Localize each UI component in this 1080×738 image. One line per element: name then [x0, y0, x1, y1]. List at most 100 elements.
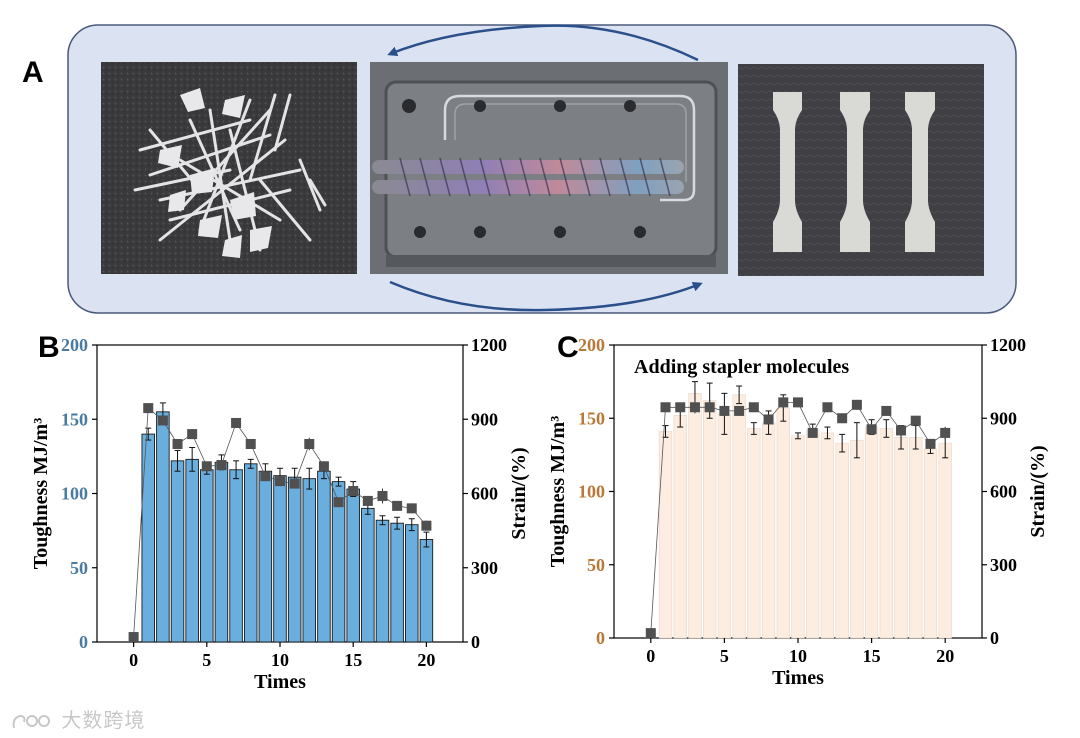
- y2-tick-label: 900: [471, 409, 498, 429]
- panel-b-letter: B: [38, 331, 60, 364]
- screw-flights: [399, 157, 671, 197]
- panel-a-letter: A: [22, 56, 44, 89]
- strain-point: [896, 425, 907, 436]
- strain-point: [392, 500, 403, 511]
- y2-tick-label: 1200: [990, 335, 1026, 355]
- y-tick-label: 200: [578, 335, 605, 355]
- x-tick-label: 10: [271, 650, 289, 670]
- dogbone-specimens-photo: [738, 64, 984, 276]
- panel-c: C 0 5 10 15 2005010015020003006009001200Time…: [547, 331, 1049, 689]
- bar: [761, 422, 776, 639]
- strain-point: [318, 461, 329, 472]
- strain-point: [675, 402, 686, 413]
- bolt-holes: [402, 99, 646, 238]
- chart-annotation: Adding stapler molecules: [634, 356, 849, 378]
- y-tick-label: 200: [61, 335, 88, 355]
- strain-point: [881, 405, 892, 416]
- recycle-arrow-bottom: [389, 280, 703, 312]
- strain-point: [231, 417, 242, 428]
- x-tick-label: 10: [789, 646, 807, 666]
- strain-point: [377, 490, 388, 501]
- twin-screw-extruder-photo: [370, 62, 728, 274]
- bar: [732, 394, 746, 639]
- bar: [302, 478, 317, 643]
- panel-c-letter: C: [557, 331, 579, 364]
- strain-point: [348, 486, 359, 497]
- bar: [938, 442, 952, 639]
- bar: [909, 436, 923, 639]
- bar: [894, 436, 908, 639]
- bar: [673, 415, 687, 639]
- bar: [258, 470, 273, 643]
- strain-point: [807, 427, 818, 438]
- strain-point: [910, 415, 921, 426]
- x-axis-label: Times: [254, 671, 306, 693]
- bar: [200, 469, 214, 643]
- strain-point: [187, 429, 198, 440]
- plastic-flakes: [158, 88, 272, 258]
- strain-point: [689, 402, 700, 413]
- watermark: 大数跨境: [10, 704, 145, 733]
- panel-a: A: [22, 24, 1017, 314]
- bar: [390, 522, 404, 643]
- y-tick-label: 0: [79, 632, 88, 652]
- strain-point: [748, 402, 759, 413]
- shredded-plastic-photo: [101, 62, 357, 274]
- bar: [864, 426, 879, 639]
- y2-axis-label: Strain/(%): [1027, 445, 1049, 537]
- strain-point: [172, 439, 183, 449]
- strain-point: [143, 403, 154, 414]
- strain-point: [822, 402, 833, 413]
- x-tick-label: 15: [344, 650, 362, 670]
- strain-point: [866, 424, 877, 435]
- y2-tick-label: 0: [990, 628, 999, 648]
- y-tick-label: 150: [61, 409, 88, 429]
- bar: [923, 448, 938, 639]
- dogbone-specimens: [773, 92, 935, 252]
- x-tick-label: 15: [863, 646, 881, 666]
- y2-tick-label: 900: [990, 408, 1017, 428]
- strain-point: [734, 405, 745, 416]
- bar: [243, 463, 258, 643]
- x-axis-label: Times: [772, 667, 824, 689]
- y-tick-label: 100: [578, 482, 605, 502]
- bar: [361, 507, 375, 643]
- bar: [229, 469, 243, 643]
- strain-point: [704, 402, 715, 413]
- y-tick-label: 50: [70, 558, 88, 578]
- strain-point: [260, 471, 271, 482]
- bar: [419, 539, 434, 643]
- y2-tick-label: 600: [990, 482, 1017, 502]
- y-axis-label: Toughness MJ/m³: [30, 418, 52, 569]
- strain-point: [660, 402, 671, 413]
- strain-point: [645, 628, 656, 639]
- strain-point: [793, 397, 803, 408]
- y-tick-label: 100: [61, 484, 88, 504]
- bar: [170, 460, 185, 643]
- x-tick-label: 0: [646, 646, 655, 666]
- strain-point: [128, 632, 139, 643]
- chart-b: 0 5 10 15 2005010015020003006009001200TimesT…: [30, 335, 530, 693]
- bar: [850, 439, 864, 639]
- strain-point: [763, 414, 774, 425]
- bar: [688, 393, 702, 639]
- y-axis-label: Toughness MJ/m³: [547, 416, 569, 567]
- y2-tick-label: 0: [471, 632, 480, 652]
- strain-point: [362, 495, 373, 506]
- bar: [141, 433, 155, 643]
- bar: [375, 519, 390, 643]
- y-tick-label: 150: [578, 408, 605, 428]
- y-tick-label: 0: [596, 628, 605, 648]
- strain-point: [719, 405, 730, 416]
- strain-point: [275, 476, 285, 487]
- bar: [273, 475, 287, 643]
- strain-point: [289, 478, 300, 489]
- y2-tick-label: 300: [990, 555, 1017, 575]
- chart-c: 0 5 10 15 2005010015020003006009001200TimesT…: [547, 335, 1049, 689]
- x-tick-label: 5: [720, 646, 729, 666]
- bar: [287, 476, 302, 643]
- strain-point: [245, 439, 256, 449]
- bar: [214, 461, 229, 643]
- strain-point: [406, 503, 417, 514]
